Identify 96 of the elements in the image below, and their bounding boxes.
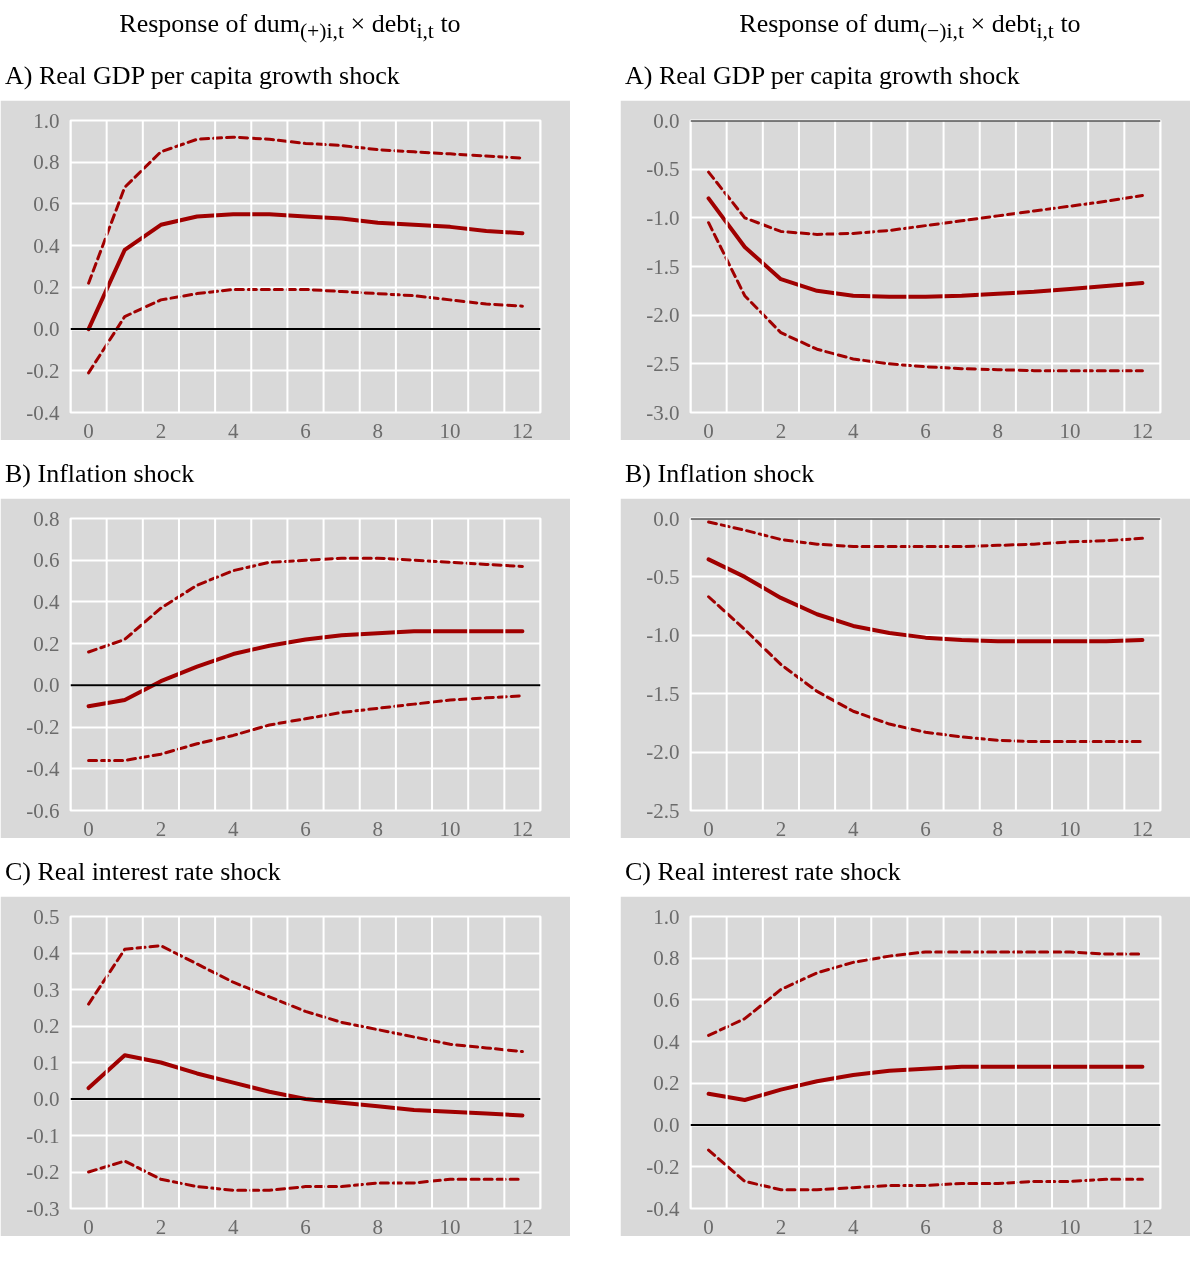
chart-subtitle: Response of dum$_{(−)i,t}$ × debt$_{i,t}$ to <box>738 8 1082 46</box>
x-tick-label: 2 <box>155 1214 167 1239</box>
x-tick-label: 4 <box>847 418 859 443</box>
x-tick-label: 2 <box>775 816 787 841</box>
y-tick-label: -1.0 <box>646 205 680 230</box>
chart-title: B) Inflation shock <box>5 458 195 490</box>
y-tick-label: 0.6 <box>33 191 60 216</box>
y-tick-label: 0.2 <box>33 631 60 656</box>
y-tick-label: 0.6 <box>33 548 60 573</box>
x-tick-label: 0 <box>703 418 714 443</box>
x-tick-label: 2 <box>155 418 167 443</box>
x-tick-label: 0 <box>703 816 714 841</box>
y-tick-label: -0.3 <box>26 1196 60 1221</box>
x-tick-label: 12 <box>1131 418 1153 443</box>
y-tick-label: -2.0 <box>646 740 680 765</box>
x-tick-label: 8 <box>372 418 384 443</box>
y-tick-label: 0.0 <box>653 1113 680 1138</box>
x-tick-label: 4 <box>227 418 239 443</box>
x-tick-label: 4 <box>227 816 239 841</box>
y-tick-label: -0.5 <box>646 157 680 182</box>
y-tick-label: 0.4 <box>653 1029 680 1054</box>
x-tick-label: 6 <box>300 816 311 841</box>
x-tick-label: 6 <box>920 816 931 841</box>
y-tick-label: 0.4 <box>33 233 60 258</box>
x-tick-label: 8 <box>992 418 1004 443</box>
y-tick-label: -0.1 <box>26 1123 60 1148</box>
y-tick-label: 0.0 <box>653 506 680 531</box>
x-tick-label: 10 <box>1059 1214 1081 1239</box>
x-tick-label: 12 <box>511 1214 533 1239</box>
chart-title: C) Real interest rate shock <box>625 856 901 888</box>
y-tick-label: 0.8 <box>33 506 60 531</box>
y-tick-label: -1.5 <box>646 681 680 706</box>
y-tick-label: -2.0 <box>646 303 680 328</box>
x-tick-label: 6 <box>300 418 311 443</box>
x-tick-label: 0 <box>83 1214 94 1239</box>
x-tick-label: 0 <box>83 418 94 443</box>
y-tick-label: -1.0 <box>646 623 680 648</box>
chart-subtitle: Response of dum$_{(+)i,t}$ × debt$_{i,t}$ to <box>118 8 462 46</box>
x-tick-label: 12 <box>1131 816 1153 841</box>
x-tick-label: 10 <box>439 418 461 443</box>
y-tick-label: 0.4 <box>33 941 60 965</box>
x-tick-label: 0 <box>83 816 94 841</box>
x-tick-label: 8 <box>372 816 384 841</box>
x-tick-label: 6 <box>300 1214 311 1239</box>
x-tick-label: 6 <box>920 1214 931 1239</box>
y-tick-label: 0.8 <box>653 946 680 971</box>
x-tick-label: 10 <box>439 816 461 841</box>
y-tick-label: 0.6 <box>653 987 680 1012</box>
x-tick-label: 4 <box>227 1214 239 1239</box>
y-tick-label: 0.8 <box>33 150 60 175</box>
y-tick-label: -1.5 <box>646 254 680 279</box>
chart-title: C) Real interest rate shock <box>5 856 281 888</box>
x-tick-label: 10 <box>1059 816 1081 841</box>
x-tick-label: 2 <box>155 816 167 841</box>
y-tick-label: 0.1 <box>33 1050 60 1075</box>
y-tick-label: -0.6 <box>26 798 60 823</box>
x-tick-label: 0 <box>703 1214 714 1239</box>
y-tick-label: 0.2 <box>33 1014 60 1038</box>
y-tick-label: 0.0 <box>33 317 60 342</box>
y-tick-label: 0.3 <box>33 977 60 1002</box>
x-tick-label: 2 <box>775 418 787 443</box>
y-tick-label: -3.0 <box>646 400 680 425</box>
y-tick-label: -2.5 <box>646 798 680 823</box>
y-tick-label: 0.2 <box>653 1071 680 1096</box>
y-tick-label: 0.0 <box>33 1087 60 1111</box>
x-tick-label: 10 <box>1059 418 1081 443</box>
x-tick-label: 12 <box>511 816 533 841</box>
y-tick-label: -0.2 <box>646 1154 680 1179</box>
chart-title: A) Real GDP per capita growth shock <box>5 60 400 92</box>
y-tick-label: 1.0 <box>653 904 680 929</box>
x-tick-label: 12 <box>1131 1214 1153 1239</box>
y-tick-label: 0.5 <box>33 904 60 929</box>
y-tick-label: -0.2 <box>26 358 60 383</box>
y-tick-label: 1.0 <box>33 108 60 133</box>
x-tick-label: 6 <box>920 418 931 443</box>
y-tick-label: -0.2 <box>26 715 60 740</box>
y-tick-label: -0.5 <box>646 564 680 589</box>
x-tick-label: 4 <box>847 1214 859 1239</box>
x-tick-label: 8 <box>992 1214 1004 1239</box>
x-tick-label: 4 <box>847 816 859 841</box>
y-tick-label: -0.4 <box>26 400 60 425</box>
y-tick-label: 0.4 <box>33 589 60 614</box>
y-tick-label: 0.0 <box>653 108 680 133</box>
y-tick-label: -0.2 <box>26 1160 60 1184</box>
y-tick-label: 0.0 <box>33 673 60 698</box>
x-tick-label: 10 <box>439 1214 461 1239</box>
chart-title: B) Inflation shock <box>625 458 815 490</box>
y-tick-label: -0.4 <box>646 1196 680 1221</box>
x-tick-label: 12 <box>511 418 533 443</box>
y-tick-label: 0.2 <box>33 275 60 300</box>
x-tick-label: 8 <box>992 816 1004 841</box>
chart-title: A) Real GDP per capita growth shock <box>625 60 1020 92</box>
y-tick-label: -0.4 <box>26 756 60 781</box>
x-tick-label: 2 <box>775 1214 787 1239</box>
x-tick-label: 8 <box>372 1214 384 1239</box>
y-tick-label: -2.5 <box>646 351 680 376</box>
